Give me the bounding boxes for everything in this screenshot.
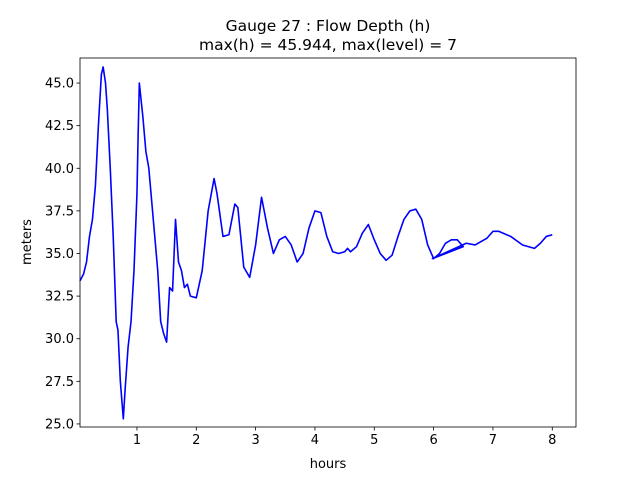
y-tick-label: 42.5 [45,119,74,134]
x-tick-label: 3 [251,433,259,448]
y-tick-label: 35.0 [45,247,74,262]
x-tick-label: 1 [133,433,141,448]
y-tick-label: 37.5 [45,204,74,219]
x-tick-label: 8 [548,433,556,448]
x-tick-label: 7 [489,433,497,448]
x-tick-label: 4 [311,433,319,448]
x-tick-label: 5 [370,433,378,448]
chart-title: Gauge 27 : Flow Depth (h) [226,17,431,35]
plot-frame [79,57,577,428]
x-tick-label: 2 [192,433,200,448]
x-axis-label: hours [310,457,347,472]
y-tick-label: 25.0 [45,417,74,432]
y-tick-label: 30.0 [45,332,74,347]
y-tick-label: 27.5 [45,375,74,390]
y-axis-label: meters [20,219,35,265]
y-tick-label: 45.0 [45,77,74,92]
y-tick-label: 32.5 [45,290,74,305]
y-tick-label: 40.0 [45,162,74,177]
data-line [79,66,553,420]
x-tick-label: 6 [429,433,437,448]
chart-subtitle: max(h) = 45.944, max(level) = 7 [199,36,457,54]
